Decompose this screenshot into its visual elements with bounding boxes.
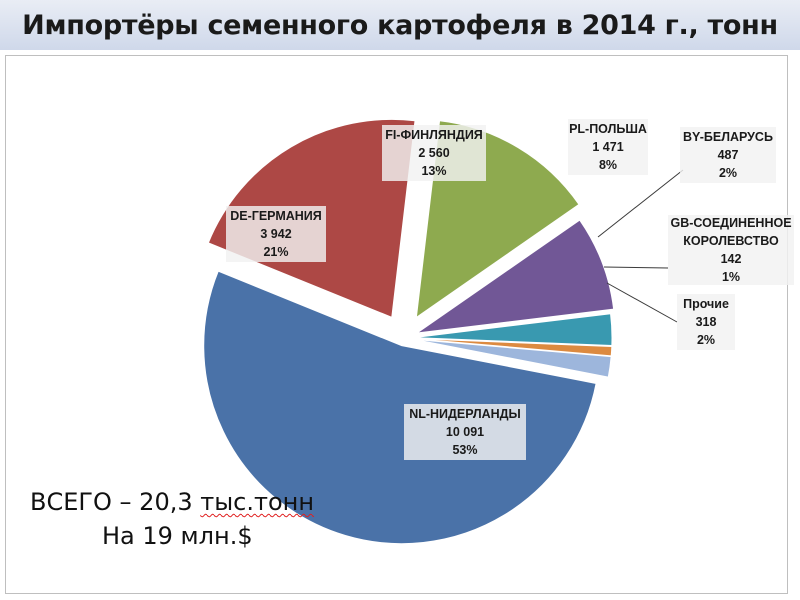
- data-label: PL-ПОЛЬША 1 471 8%: [568, 119, 648, 175]
- total-cost: На 19 млн.$: [102, 522, 253, 550]
- slice-name: FI-ФИНЛЯНДИЯ: [385, 128, 483, 142]
- slice-name: PL-ПОЛЬША: [569, 122, 647, 136]
- leader-line: [597, 169, 684, 238]
- data-label-box: [568, 119, 648, 175]
- slice-percent: 2%: [697, 333, 715, 347]
- slice-percent: 53%: [452, 443, 477, 457]
- slice-percent: 2%: [719, 166, 737, 180]
- data-label-box: [404, 404, 526, 460]
- data-label-box: [677, 294, 735, 350]
- leader-line: [603, 266, 669, 269]
- slice-value: 142: [721, 252, 742, 266]
- title-bar: Импортёры семенного картофеля в 2014 г.,…: [0, 0, 800, 50]
- pie-slice: [413, 338, 613, 357]
- pie-slice: [413, 338, 612, 378]
- data-label: DE-ГЕРМАНИЯ 3 942 21%: [226, 206, 326, 262]
- slice-value: 487: [718, 148, 739, 162]
- pie-slice: [413, 313, 613, 347]
- total-prefix: ВСЕГО – 20,3: [30, 488, 201, 516]
- slice-percent: 1%: [722, 270, 740, 284]
- leader-line: [606, 282, 678, 323]
- slice-name: КОРОЛЕВСТВО: [683, 234, 779, 248]
- slice-value: 318: [696, 315, 717, 329]
- pie-slice: [203, 270, 597, 545]
- slice-name: Прочие: [683, 297, 729, 311]
- pie-slice: [416, 219, 615, 334]
- slice-percent: 13%: [421, 164, 446, 178]
- slice-value: 10 091: [446, 425, 484, 439]
- total-volume: ВСЕГО – 20,3 тыс.тонн: [30, 485, 314, 519]
- slice-value: 1 471: [592, 140, 623, 154]
- slice-name: DE-ГЕРМАНИЯ: [230, 209, 322, 223]
- total-summary: ВСЕГО – 20,3 тыс.тонн На 19 млн.$: [30, 485, 314, 553]
- slice-percent: 8%: [599, 158, 617, 172]
- data-label-box: [668, 215, 794, 285]
- data-label: BY-БЕЛАРУСЬ 487 2%: [680, 127, 776, 183]
- slice-name: NL-НИДЕРЛАНДЫ: [409, 407, 521, 421]
- total-unit: тыс.тонн: [200, 488, 315, 516]
- data-label-box: [382, 125, 486, 181]
- slice-percent: 21%: [263, 245, 288, 259]
- data-label-box: [680, 127, 776, 183]
- slice-name: GB-СОЕДИНЕННОЕ: [670, 216, 791, 230]
- slice-name: BY-БЕЛАРУСЬ: [683, 130, 773, 144]
- data-label: NL-НИДЕРЛАНДЫ 10 091 53%: [404, 404, 526, 460]
- slice-value: 2 560: [418, 146, 449, 160]
- data-label: GB-СОЕДИНЕННОЕ КОРОЛЕВСТВО 142 1%: [668, 215, 794, 285]
- data-label: FI-ФИНЛЯНДИЯ 2 560 13%: [382, 125, 486, 181]
- chart-title: Импортёры семенного картофеля в 2014 г.,…: [22, 9, 778, 41]
- data-label: Прочие 318 2%: [677, 294, 735, 350]
- slice-value: 3 942: [260, 227, 291, 241]
- data-label-box: [226, 206, 326, 262]
